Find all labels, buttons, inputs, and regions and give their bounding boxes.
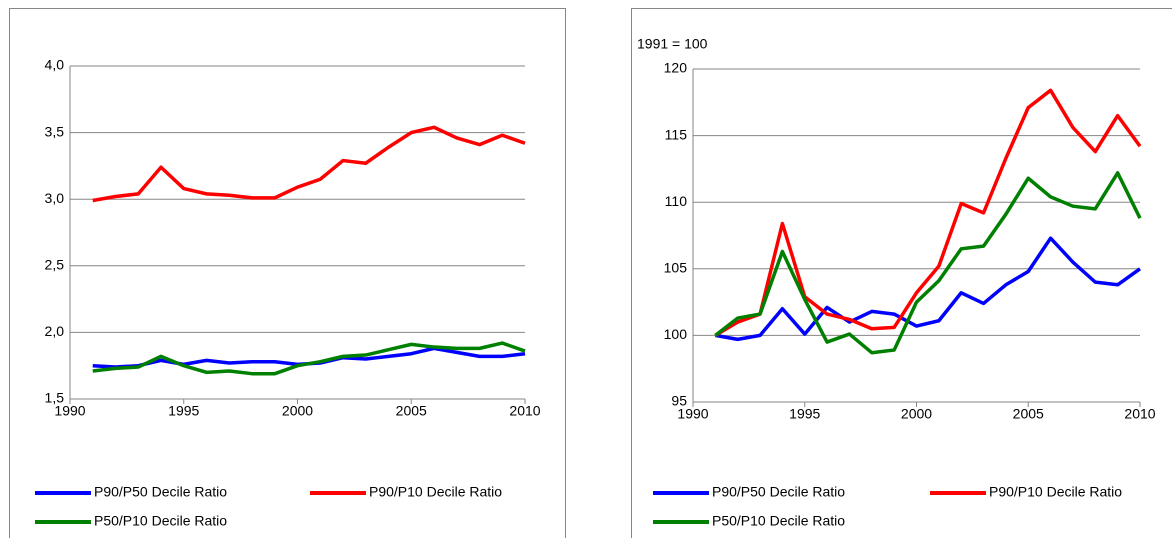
x-tick-label: 2010 — [509, 403, 540, 419]
legend-label: P90/P10 Decile Ratio — [369, 484, 502, 500]
x-tick-label: 2010 — [1124, 406, 1155, 422]
chart-frame — [9, 8, 566, 538]
x-tick-label: 2005 — [396, 403, 427, 419]
series-line — [715, 236, 1142, 342]
annotation: 1991 = 100 — [637, 36, 708, 52]
y-tick-label: 95 — [671, 393, 687, 409]
series-line — [92, 341, 526, 376]
x-tick-label: 1990 — [677, 406, 708, 422]
y-tick-label: 115 — [665, 126, 688, 142]
x-tick-label: 2000 — [282, 403, 313, 419]
y-tick-label: 1,5 — [45, 390, 65, 406]
series-line — [714, 88, 1142, 337]
x-tick-label: 2005 — [1013, 406, 1044, 422]
x-tick-label: 1995 — [168, 403, 199, 419]
x-tick-label: 1990 — [54, 403, 85, 419]
x-tick-label: 1995 — [789, 406, 820, 422]
y-tick-label: 120 — [664, 60, 688, 76]
y-tick-label: 4,0 — [45, 57, 65, 73]
y-tick-label: 105 — [664, 260, 688, 276]
legend-label: P50/P10 Decile Ratio — [712, 513, 845, 529]
chart-frame — [631, 8, 1172, 538]
legend-label: P50/P10 Decile Ratio — [94, 513, 227, 529]
y-tick-label: 2,5 — [45, 257, 65, 273]
x-tick-label: 2000 — [901, 406, 932, 422]
legend-label: P90/P10 Decile Ratio — [989, 484, 1122, 500]
y-tick-label: 2,0 — [45, 323, 65, 339]
legend-label: P90/P50 Decile Ratio — [712, 484, 845, 500]
y-tick-label: 110 — [665, 193, 688, 209]
series-line — [92, 125, 526, 203]
y-tick-label: 3,0 — [45, 190, 65, 206]
y-tick-label: 3,5 — [45, 123, 65, 139]
legend-label: P90/P50 Decile Ratio — [94, 484, 227, 500]
y-tick-label: 100 — [664, 326, 688, 342]
series-line — [714, 171, 1142, 355]
